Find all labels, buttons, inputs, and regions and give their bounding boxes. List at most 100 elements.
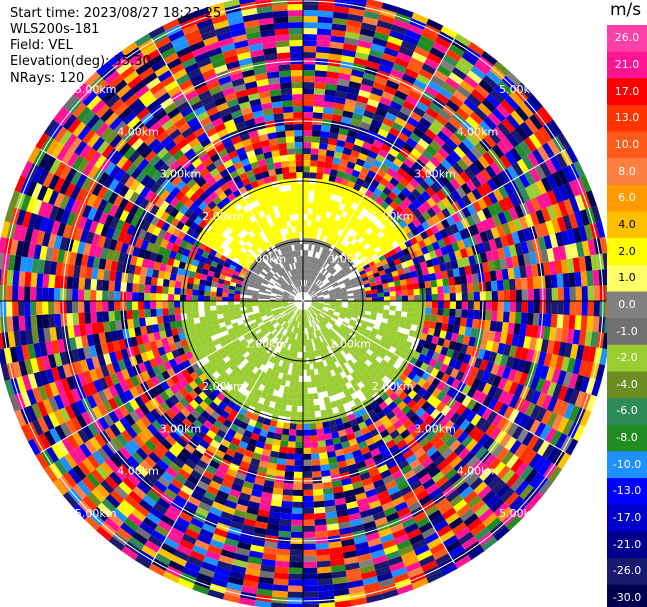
- ppi-gate: [262, 318, 270, 324]
- ppi-gate: [311, 263, 316, 270]
- ppi-gate: [174, 200, 185, 212]
- ppi-gate: [541, 207, 552, 223]
- ppi-gate: [79, 144, 92, 159]
- ppi-gate: [130, 375, 140, 387]
- ppi-gate: [232, 558, 248, 568]
- ppi-gate: [144, 309, 151, 318]
- ppi-gate: [445, 215, 456, 227]
- ppi-gate: [394, 90, 408, 101]
- ppi-gate: [303, 310, 305, 316]
- ppi-gate: [487, 191, 499, 205]
- ppi-gate: [394, 534, 410, 545]
- ppi-gate: [320, 469, 331, 477]
- ppi-gate: [193, 253, 202, 262]
- ppi-gate: [229, 423, 239, 432]
- ppi-gate: [79, 323, 87, 337]
- ppi-gate: [357, 39, 373, 49]
- ppi-gate: [449, 293, 456, 301]
- ppi-gate: [140, 146, 153, 159]
- ppi-gate: [97, 268, 105, 280]
- ppi-gate: [153, 502, 168, 515]
- ppi-gate: [304, 286, 307, 293]
- ppi-gate: [467, 301, 474, 310]
- ppi-gate: [270, 303, 277, 307]
- ppi-gate: [341, 178, 350, 187]
- ppi-gate: [345, 199, 354, 208]
- ppi-gate: [581, 301, 588, 316]
- ppi-gate: [448, 316, 456, 325]
- ppi-gate: [43, 430, 57, 447]
- ppi-gate: [419, 473, 432, 485]
- ppi-gate: [300, 345, 303, 352]
- ppi-gate: [383, 343, 392, 351]
- ppi-gate: [172, 457, 185, 469]
- ppi-gate: [98, 377, 109, 391]
- ppi-gate: [330, 342, 337, 349]
- ppi-gate: [296, 315, 300, 322]
- ppi-gate: [255, 267, 262, 274]
- ppi-gate: [353, 354, 361, 362]
- ppi-gate: [440, 431, 453, 444]
- ppi-gate: [223, 312, 230, 318]
- ppi-gate: [387, 358, 397, 367]
- ppi-gate: [343, 104, 355, 113]
- ppi-gate: [483, 116, 497, 131]
- ppi-gate: [303, 573, 318, 580]
- ppi-gate: [252, 290, 259, 294]
- ppi-gate: [202, 378, 212, 388]
- ppi-gate: [487, 330, 496, 342]
- ppi-gate: [322, 262, 328, 269]
- ppi-gate: [417, 339, 426, 348]
- ppi-gate: [557, 401, 570, 417]
- ppi-gate: [574, 374, 585, 391]
- ppi-gate: [193, 485, 207, 497]
- ppi-gate: [88, 244, 98, 257]
- ppi-gate: [310, 291, 316, 296]
- ppi-gate: [207, 325, 215, 332]
- ppi-gate: [326, 144, 337, 152]
- ppi-gate: [62, 94, 78, 111]
- ppi-gate: [534, 422, 547, 438]
- ppi-gate: [367, 170, 377, 179]
- ppi-gate: [162, 286, 169, 294]
- ppi-gate: [102, 387, 114, 401]
- ppi-gate: [569, 301, 576, 316]
- ppi-gate: [316, 34, 331, 42]
- ppi-gate: [315, 309, 321, 314]
- ppi-gate: [491, 413, 504, 427]
- ppi-gate: [272, 590, 288, 598]
- ppi-gate: [184, 501, 199, 513]
- ppi-gate: [329, 41, 344, 50]
- ppi-gate: [389, 177, 400, 187]
- ppi-gate: [351, 169, 361, 178]
- ppi-gate: [335, 304, 342, 308]
- ppi-gate: [370, 352, 379, 360]
- ppi-gate: [331, 239, 338, 247]
- ppi-gate: [336, 509, 349, 518]
- ppi-gate: [228, 371, 237, 379]
- ppi-gate: [307, 345, 311, 352]
- ppi-gate: [85, 231, 95, 245]
- ppi-gate: [543, 326, 551, 340]
- ppi-gate: [306, 274, 309, 281]
- ppi-gate: [204, 305, 211, 312]
- ppi-gate: [442, 278, 450, 287]
- ppi-gate: [265, 353, 272, 361]
- ppi-gate: [426, 207, 437, 218]
- ppi-gate: [523, 416, 536, 432]
- ppi-gate: [61, 149, 74, 165]
- ppi-gate: [189, 550, 206, 562]
- ppi-gate: [319, 191, 327, 199]
- ppi-gate: [235, 253, 243, 261]
- ppi-gate: [371, 327, 379, 334]
- ppi-gate: [327, 274, 334, 281]
- ppi-gate: [381, 90, 395, 101]
- ppi-gate: [272, 438, 281, 447]
- ppi-gate: [303, 220, 308, 227]
- ppi-gate: [138, 301, 145, 310]
- ppi-gate: [344, 328, 351, 335]
- ppi-gate: [282, 422, 291, 430]
- ppi-gate: [492, 400, 504, 414]
- ppi-gate: [234, 267, 242, 273]
- ppi-gate: [303, 429, 311, 436]
